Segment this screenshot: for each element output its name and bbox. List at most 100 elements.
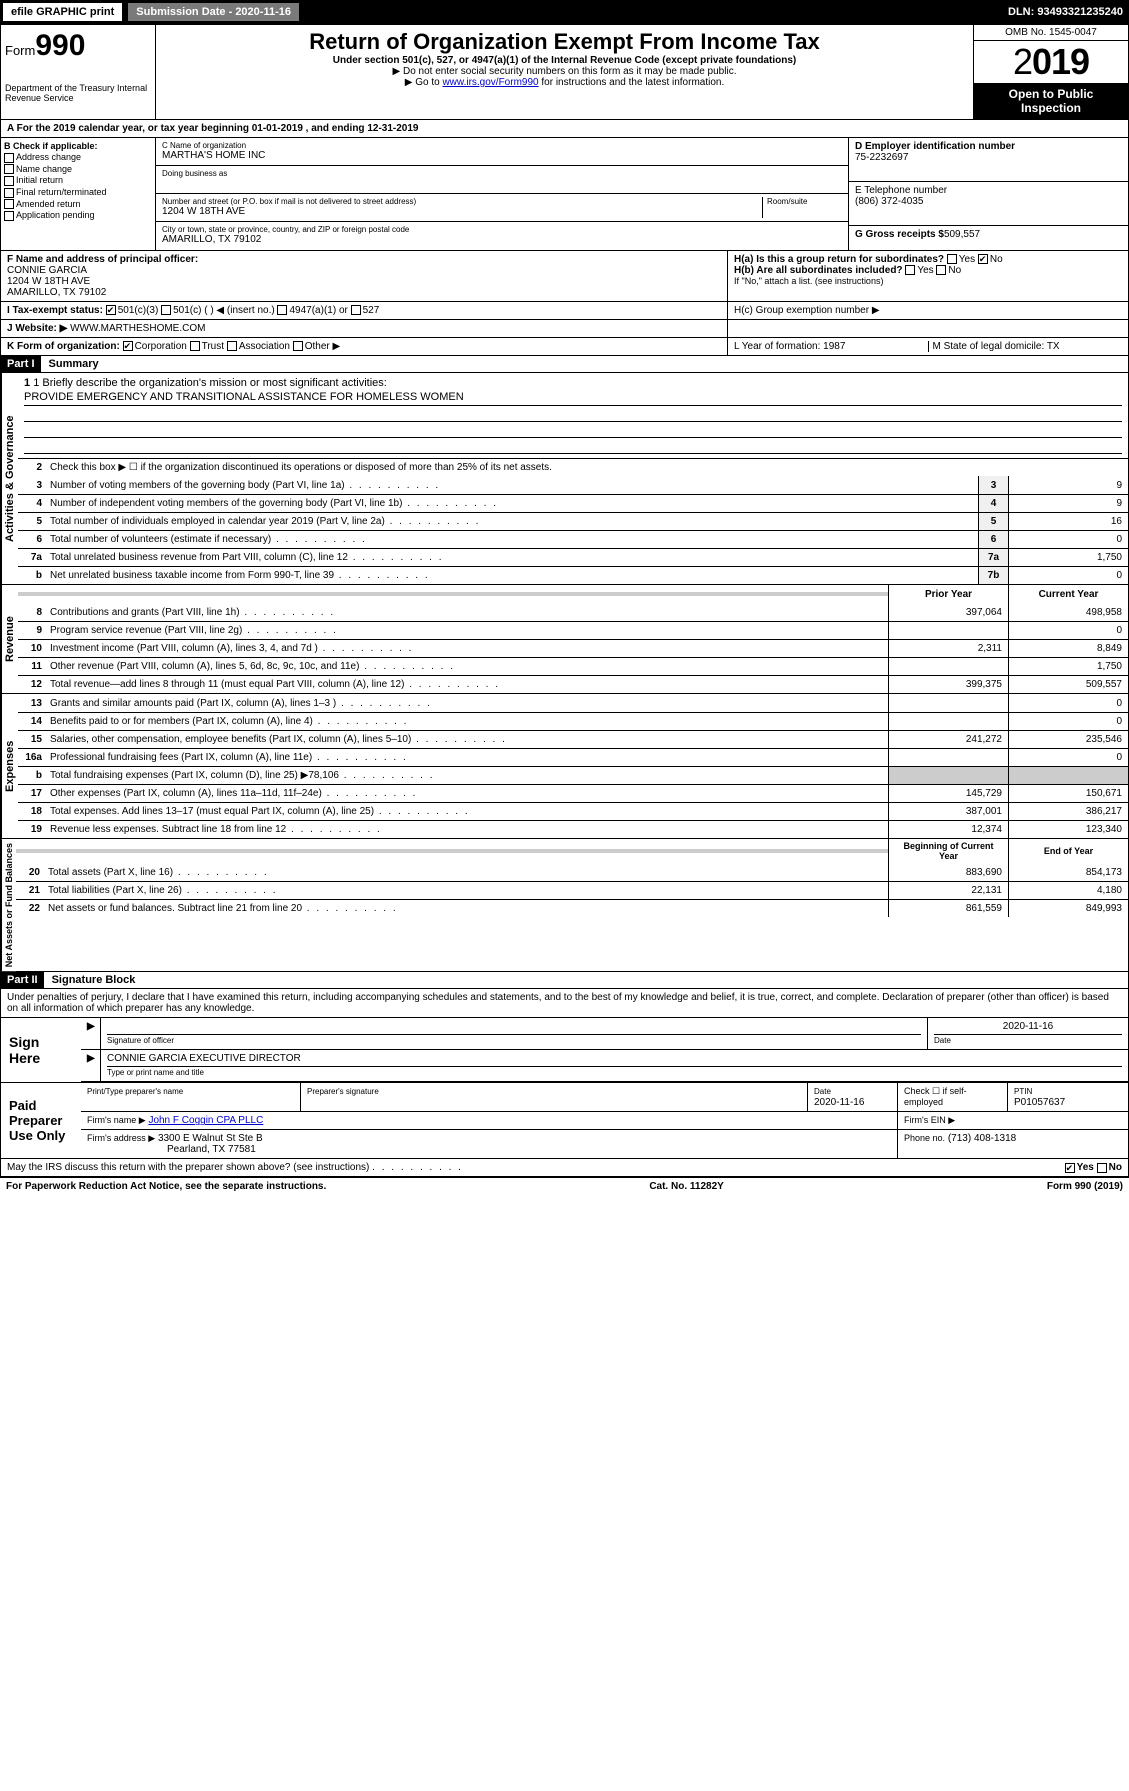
line-3-box: 3 xyxy=(978,476,1008,494)
firm-name[interactable]: John F Coggin CPA PLLC xyxy=(148,1115,263,1126)
line-16a-desc: Professional fundraising fees (Part IX, … xyxy=(46,750,888,765)
line-15-desc: Salaries, other compensation, employee b… xyxy=(46,732,888,747)
city-state-zip: AMARILLO, TX 79102 xyxy=(162,234,842,245)
state-domicile: M State of legal domicile: TX xyxy=(929,341,1123,352)
firm-address: 3300 E Walnut St Ste B xyxy=(158,1133,263,1144)
vert-expenses: Expenses xyxy=(1,694,18,838)
line-5-box: 5 xyxy=(978,513,1008,530)
instruction-1: ▶ Do not enter social security numbers o… xyxy=(160,66,969,77)
line-14-desc: Benefits paid to or for members (Part IX… xyxy=(46,714,888,729)
entity-info: B Check if applicable: Address change Na… xyxy=(0,138,1129,251)
line-5-desc: Total number of individuals employed in … xyxy=(46,514,978,529)
part-2-title: Signature Block xyxy=(44,972,144,988)
section-c: C Name of organizationMARTHA'S HOME INC … xyxy=(156,138,848,250)
line-16a-current: 0 xyxy=(1008,749,1128,766)
line-19-current: 123,340 xyxy=(1008,821,1128,838)
efile-button[interactable]: efile GRAPHIC print xyxy=(2,2,123,22)
tax-exempt-status: I Tax-exempt status: 501(c)(3) 501(c) ( … xyxy=(1,302,728,319)
footer: For Paperwork Reduction Act Notice, see … xyxy=(0,1177,1129,1195)
org-name: MARTHA'S HOME INC xyxy=(162,150,842,161)
section-b: B Check if applicable: Address change Na… xyxy=(1,138,156,250)
line-3-desc: Number of voting members of the governin… xyxy=(46,478,978,493)
line-7a-value: 1,750 xyxy=(1008,549,1128,566)
line-7a-desc: Total unrelated business revenue from Pa… xyxy=(46,550,978,565)
line-17-current: 150,671 xyxy=(1008,785,1128,802)
line-12-current: 509,557 xyxy=(1008,676,1128,693)
form-header: Form990 Department of the Treasury Inter… xyxy=(0,24,1129,120)
line-21-prior: 22,131 xyxy=(888,882,1008,899)
ptin: P01057637 xyxy=(1014,1097,1065,1108)
website-row: J Website: ▶ WWW.MARTHESHOME.COM xyxy=(1,320,728,337)
line-13-desc: Grants and similar amounts paid (Part IX… xyxy=(46,696,888,711)
line-14-current: 0 xyxy=(1008,713,1128,730)
street-address: 1204 W 18TH AVE xyxy=(162,206,762,217)
line-10-current: 8,849 xyxy=(1008,640,1128,657)
line-7a-box: 7a xyxy=(978,549,1008,566)
line-4-desc: Number of independent voting members of … xyxy=(46,496,978,511)
omb-number: OMB No. 1545-0047 xyxy=(974,25,1128,41)
website: WWW.MARTHESHOME.COM xyxy=(70,323,205,334)
line-17-prior: 145,729 xyxy=(888,785,1008,802)
submission-date: Submission Date - 2020-11-16 xyxy=(127,2,300,22)
line-9-prior xyxy=(888,622,1008,639)
line-b-value: 0 xyxy=(1008,567,1128,584)
line-21-current: 4,180 xyxy=(1008,882,1128,899)
phone: (806) 372-4035 xyxy=(855,196,1122,207)
vert-revenue: Revenue xyxy=(1,585,18,693)
line-20-prior: 883,690 xyxy=(888,863,1008,881)
self-employed-check: Check ☐ if self-employed xyxy=(898,1083,1008,1111)
line-15-prior: 241,272 xyxy=(888,731,1008,748)
mission-text: PROVIDE EMERGENCY AND TRANSITIONAL ASSIS… xyxy=(24,389,1122,406)
vert-net-assets: Net Assets or Fund Balances xyxy=(1,839,16,971)
gross-receipts: 509,557 xyxy=(944,229,980,240)
line-19-prior: 12,374 xyxy=(888,821,1008,838)
line-11-current: 1,750 xyxy=(1008,658,1128,675)
open-public: Open to Public Inspection xyxy=(974,83,1128,119)
calendar-year: A For the 2019 calendar year, or tax yea… xyxy=(1,120,424,137)
line-16a-prior xyxy=(888,749,1008,766)
section-h: H(a) Is this a group return for subordin… xyxy=(728,251,1128,301)
line-12-desc: Total revenue—add lines 8 through 11 (mu… xyxy=(46,677,888,692)
line-11-desc: Other revenue (Part VIII, column (A), li… xyxy=(46,659,888,674)
line-12-prior: 399,375 xyxy=(888,676,1008,693)
line-6-box: 6 xyxy=(978,531,1008,548)
perjury-statement: Under penalties of perjury, I declare th… xyxy=(0,989,1129,1018)
prior-year-header: Prior Year xyxy=(888,585,1008,603)
line-1-label: 1 1 Briefly describe the organization's … xyxy=(24,377,1122,389)
line-11-prior xyxy=(888,658,1008,675)
line-9-current: 0 xyxy=(1008,622,1128,639)
form-title: Return of Organization Exempt From Incom… xyxy=(160,29,969,55)
line-4-value: 9 xyxy=(1008,495,1128,512)
section-k: K Form of organization: Corporation Trus… xyxy=(1,338,728,355)
year-formation: L Year of formation: 1987 xyxy=(734,341,929,352)
line-21-desc: Total liabilities (Part X, line 26) xyxy=(44,883,888,898)
line-10-prior: 2,311 xyxy=(888,640,1008,657)
line-15-current: 235,546 xyxy=(1008,731,1128,748)
part-2-header: Part II xyxy=(1,972,44,988)
line-8-current: 498,958 xyxy=(1008,603,1128,621)
top-bar: efile GRAPHIC print Submission Date - 20… xyxy=(0,0,1129,24)
line-6-value: 0 xyxy=(1008,531,1128,548)
vert-governance: Activities & Governance xyxy=(1,373,18,584)
irs-link[interactable]: www.irs.gov/Form990 xyxy=(442,77,538,88)
discuss-question: May the IRS discuss this return with the… xyxy=(7,1162,463,1173)
firm-phone: (713) 408-1318 xyxy=(948,1133,1016,1144)
line-20-current: 854,173 xyxy=(1008,863,1128,881)
line-9-desc: Program service revenue (Part VIII, line… xyxy=(46,623,888,638)
section-hc: H(c) Group exemption number ▶ xyxy=(728,302,1128,319)
line-20-desc: Total assets (Part X, line 16) xyxy=(44,865,888,880)
line-18-desc: Total expenses. Add lines 13–17 (must eq… xyxy=(46,804,888,819)
tax-year: 2019 xyxy=(974,41,1128,83)
line-5-value: 16 xyxy=(1008,513,1128,530)
paid-preparer-label: Paid Preparer Use Only xyxy=(1,1083,81,1158)
line-3-value: 9 xyxy=(1008,476,1128,494)
line-6-desc: Total number of volunteers (estimate if … xyxy=(46,532,978,547)
line-4-box: 4 xyxy=(978,495,1008,512)
part-1-header: Part I xyxy=(1,356,41,372)
line-8-prior: 397,064 xyxy=(888,603,1008,621)
line-22-current: 849,993 xyxy=(1008,900,1128,917)
form-number: Form990 xyxy=(5,29,151,63)
dept-treasury: Department of the Treasury Internal Reve… xyxy=(5,83,151,103)
line-b-desc: Total fundraising expenses (Part IX, col… xyxy=(46,768,888,783)
line-18-prior: 387,001 xyxy=(888,803,1008,820)
